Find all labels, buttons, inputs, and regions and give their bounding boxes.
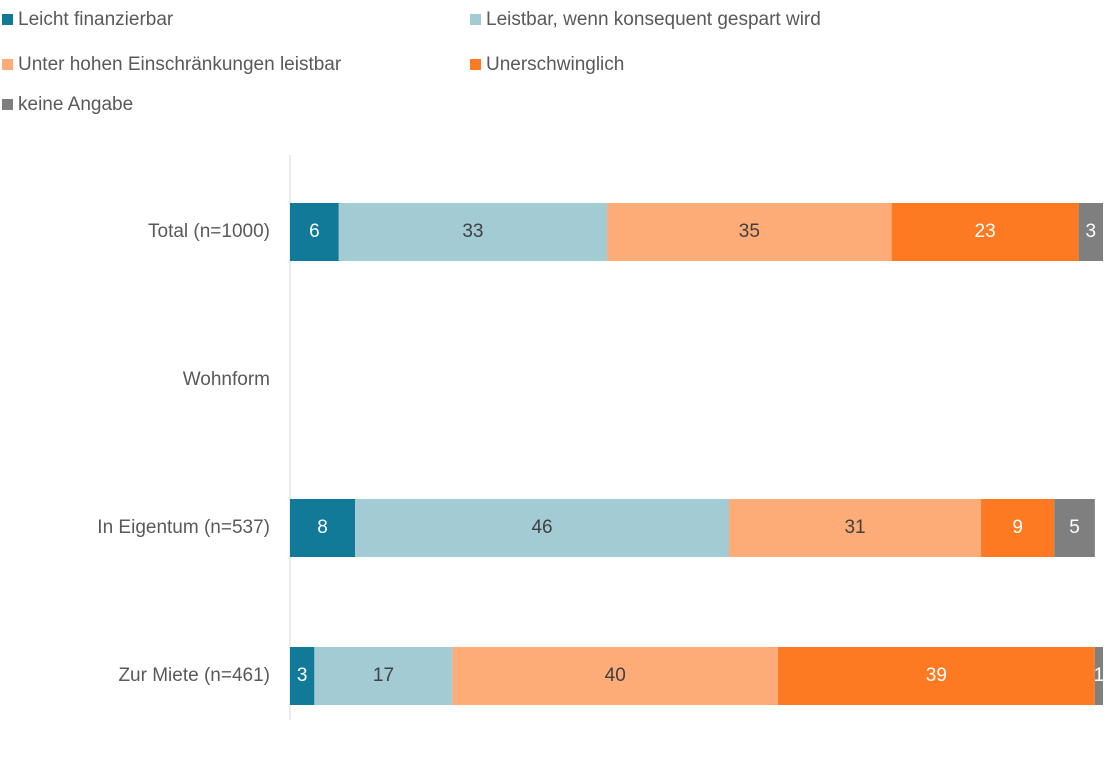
category-label: Zur Miete (n=461) [118,665,270,686]
bar-segment [777,647,1095,705]
bar-segment [338,203,608,261]
data-label: 40 [605,665,626,686]
bar-segment [729,499,982,557]
data-label: 23 [975,221,996,242]
data-label: 33 [462,221,483,242]
data-label: 6 [309,221,320,242]
bar-segment [290,647,315,705]
legend-marker [470,59,481,70]
legend-marker [2,14,13,25]
bar-segment [1054,499,1095,557]
bar-segment [1078,203,1103,261]
data-label: 8 [317,517,328,538]
legend-label: Unter hohen Einschränkungen leistbar [18,54,342,75]
bar-segment [891,203,1079,261]
bar-segment [290,499,356,557]
legend-marker [2,59,13,70]
bar-segment [290,203,339,261]
data-label: 31 [844,517,865,538]
bar-segment [314,647,453,705]
bar-segment [452,647,778,705]
legend-marker [470,14,481,25]
data-label: 17 [373,665,394,686]
bar-segment [355,499,730,557]
bar-segment [607,203,892,261]
data-label: 39 [926,665,947,686]
data-label: 35 [739,221,760,242]
bar-segment [1094,647,1103,705]
legend-label: Leicht finanzierbar [18,9,174,30]
data-label: 5 [1069,517,1080,538]
data-label: 3 [1086,221,1097,242]
data-label: 9 [1012,517,1023,538]
bar-segment [981,499,1055,557]
legend-label: Unerschwinglich [486,54,624,75]
data-label: 1 [1094,665,1105,686]
legend-label: Leistbar, wenn konsequent gespart wird [486,9,821,30]
data-label: 46 [531,517,552,538]
category-label: In Eigentum (n=537) [97,517,270,538]
legend-marker [2,99,13,110]
legend-label: keine Angabe [18,94,133,115]
data-label: 3 [297,665,308,686]
category-label: Wohnform [183,369,270,390]
category-label: Total (n=1000) [148,221,270,242]
